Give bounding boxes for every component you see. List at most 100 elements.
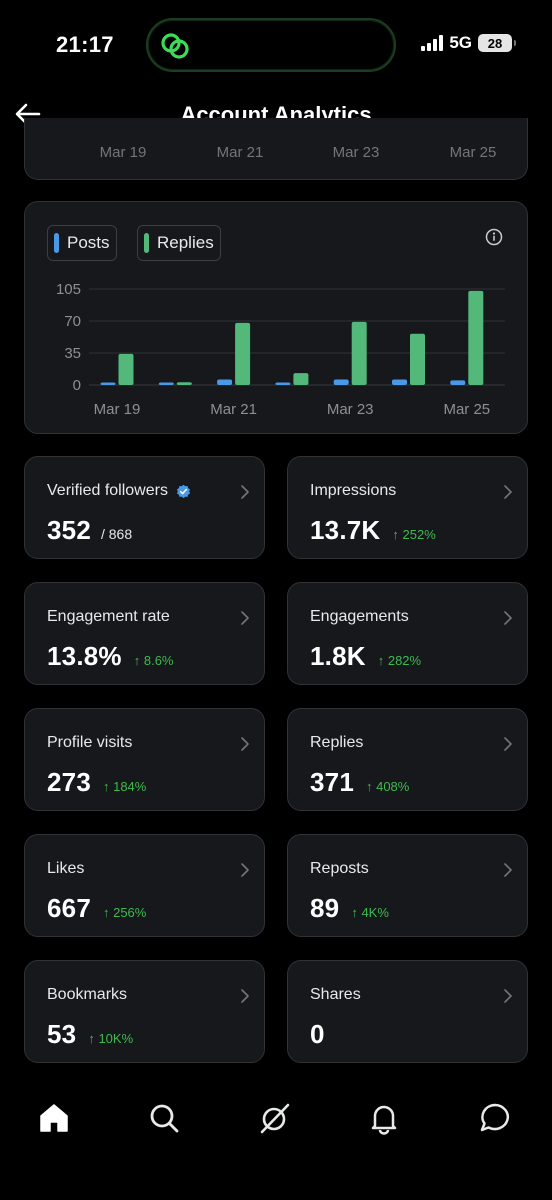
metric-card[interactable]: Likes 667 ↑ 256%: [24, 834, 265, 937]
posts-bar[interactable]: [333, 379, 349, 385]
metric-card[interactable]: Reposts 89 ↑ 4K%: [287, 834, 528, 937]
posts-replies-chart-card: 0 35 70 105 Mar 19 Mar 21 Mar 23 Mar 25 Posts R…: [24, 201, 528, 434]
metric-value: 0: [310, 1019, 325, 1049]
metric-label-row: Engagements: [310, 608, 409, 626]
network-type: 5G: [449, 33, 472, 52]
replies-bar[interactable]: [468, 290, 484, 385]
info-icon[interactable]: [485, 228, 503, 246]
metric-total: / 868: [100, 526, 133, 542]
metric-value-row: 13.8% ↑ 8.6%: [47, 641, 173, 672]
metric-value: 13.8%: [47, 641, 122, 671]
metric-value: 53: [47, 1019, 77, 1049]
chevron-right-icon: [504, 485, 512, 499]
messages-icon[interactable]: [477, 1100, 513, 1136]
metric-card[interactable]: Verified followers 352 / 868: [24, 456, 265, 559]
metric-value-row: 352 / 868: [47, 515, 132, 546]
replies-bar[interactable]: [293, 373, 309, 385]
battery-icon: 28: [478, 34, 516, 52]
replies-bar[interactable]: [176, 382, 192, 385]
dynamic-island: [146, 18, 396, 72]
verified-badge-icon: [176, 484, 191, 498]
metric-value-row: 89 ↑ 4K%: [310, 893, 389, 924]
metric-card[interactable]: Engagement rate 13.8% ↑ 8.6%: [24, 582, 265, 685]
bottom-nav: [0, 1090, 552, 1160]
chevron-right-icon: [504, 863, 512, 877]
metric-label: Shares: [310, 986, 361, 1003]
bar-chart: 0 35 70 105 Mar 19 Mar 21 Mar 23 Mar 25: [56, 281, 505, 418]
metric-label: Bookmarks: [47, 986, 128, 1003]
metric-value-row: 13.7K ↑ 252%: [310, 515, 436, 546]
chevron-right-icon: [504, 989, 512, 1003]
metric-label: Replies: [310, 734, 364, 751]
home-icon[interactable]: [36, 1100, 72, 1136]
metric-card[interactable]: Bookmarks 53 ↑ 10K%: [24, 960, 265, 1063]
battery-level: 28: [487, 35, 503, 51]
x-tick-label: Mar 25: [449, 144, 497, 161]
metric-label-row: Impressions: [310, 482, 396, 500]
posts-bar[interactable]: [392, 379, 407, 385]
metric-label: Profile visits: [47, 734, 133, 751]
posts-bar[interactable]: [450, 380, 466, 385]
posts-bar[interactable]: [158, 382, 174, 386]
chevron-right-icon: [241, 611, 249, 625]
metric-label: Likes: [47, 860, 85, 877]
search-icon[interactable]: [146, 1100, 182, 1136]
metric-label-row: Engagement rate: [47, 608, 170, 626]
replies-bar[interactable]: [118, 353, 134, 385]
chevron-right-icon: [504, 611, 512, 625]
metric-value-row: 0: [310, 1019, 325, 1050]
metric-change: ↑ 252%: [392, 527, 436, 542]
metric-value-row: 1.8K ↑ 282%: [310, 641, 421, 672]
replies-bar[interactable]: [235, 322, 251, 385]
metric-card[interactable]: Shares 0: [287, 960, 528, 1063]
posts-bar[interactable]: [217, 379, 233, 385]
metric-change: ↑ 10K%: [88, 1031, 134, 1046]
metric-change: ↑ 282%: [377, 653, 422, 668]
grok-icon[interactable]: [257, 1100, 293, 1136]
replies-bar[interactable]: [410, 333, 425, 385]
metric-label-row: Reposts: [310, 860, 369, 878]
chain-link-icon: [161, 33, 189, 59]
metric-card[interactable]: Replies 371 ↑ 408%: [287, 708, 528, 811]
chevron-right-icon: [241, 863, 249, 877]
legend-posts[interactable]: Posts: [47, 225, 117, 261]
x-tick-label: Mar 21: [216, 144, 264, 161]
metric-value: 13.7K: [310, 515, 381, 545]
x-tick-label: Mar 23: [332, 144, 380, 161]
metric-label-row: Shares: [310, 986, 361, 1004]
metric-change: ↑ 4K%: [351, 905, 389, 920]
chevron-right-icon: [241, 737, 249, 751]
chevron-right-icon: [241, 485, 249, 499]
metric-value: 667: [47, 893, 91, 923]
metric-change: ↑ 256%: [102, 905, 147, 920]
legend-posts-swatch: [54, 233, 59, 253]
metric-card[interactable]: Profile visits 273 ↑ 184%: [24, 708, 265, 811]
x-tick-label: Mar 25: [443, 401, 490, 418]
metric-card[interactable]: Engagements 1.8K ↑ 282%: [287, 582, 528, 685]
metric-label: Engagement rate: [47, 608, 170, 625]
metric-value: 273: [47, 767, 91, 797]
metric-change: ↑ 8.6%: [133, 653, 174, 668]
metric-label-row: Profile visits: [47, 734, 132, 752]
chevron-right-icon: [241, 989, 249, 1003]
signal-icon: [421, 35, 444, 51]
metric-value: 89: [310, 893, 340, 923]
x-tick-label: Mar 21: [210, 401, 257, 418]
metric-label: Impressions: [310, 482, 397, 499]
posts-bar[interactable]: [100, 382, 116, 386]
status-bar: 21:17 5G 28: [0, 0, 552, 90]
legend-replies[interactable]: Replies: [137, 225, 221, 261]
status-time: 21:17: [56, 32, 114, 57]
legend-replies-swatch: [144, 233, 149, 253]
metric-value-row: 667 ↑ 256%: [47, 893, 146, 924]
chevron-right-icon: [504, 737, 512, 751]
metric-value-row: 273 ↑ 184%: [47, 767, 146, 798]
metric-value-row: 53 ↑ 10K%: [47, 1019, 133, 1050]
replies-bar[interactable]: [351, 321, 367, 385]
metric-card[interactable]: Impressions 13.7K ↑ 252%: [287, 456, 528, 559]
posts-bar[interactable]: [275, 382, 291, 386]
notifications-icon[interactable]: [366, 1100, 402, 1136]
metric-change: ↑ 184%: [102, 779, 147, 794]
arrow-left-icon[interactable]: [14, 100, 42, 128]
metric-value-row: 371 ↑ 408%: [310, 767, 409, 798]
